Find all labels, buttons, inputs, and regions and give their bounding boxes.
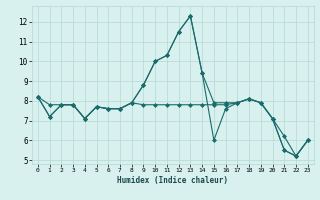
X-axis label: Humidex (Indice chaleur): Humidex (Indice chaleur) [117, 176, 228, 185]
